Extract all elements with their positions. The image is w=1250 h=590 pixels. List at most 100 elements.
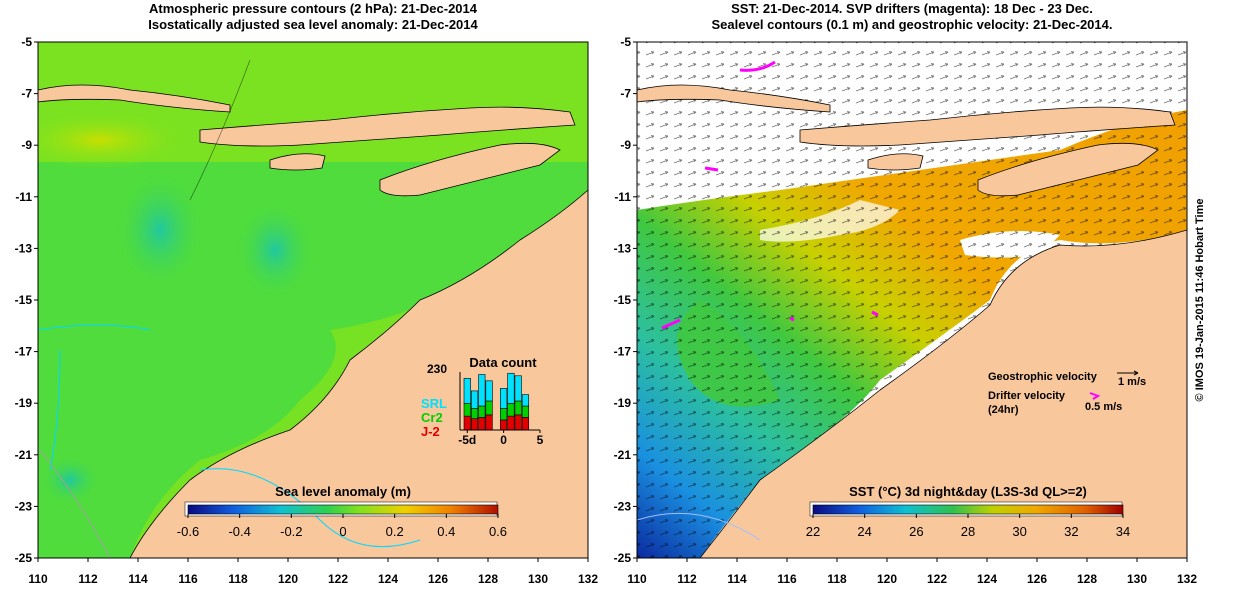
inset-bar-cr2	[521, 405, 530, 418]
y-tick-label: -11	[15, 190, 32, 204]
right-map	[637, 42, 1187, 558]
inset-bar-cr2	[478, 405, 486, 418]
inset-x-tick-label: 5	[537, 433, 544, 447]
y-tick-label: -21	[614, 448, 632, 462]
inset-title: Data count	[469, 355, 537, 370]
y-tick-label: -19	[15, 396, 33, 410]
sla-colorbar: Sea level anomaly (m) -0.6 -0.4 -0.2 0 0.2 0.…	[177, 484, 507, 539]
java-island	[637, 84, 831, 113]
x-tick-label: 126	[1027, 572, 1047, 586]
y-tick-label: -11	[614, 190, 631, 204]
sla-low-eddy-3	[40, 455, 100, 505]
inset-bar-cr2	[500, 408, 508, 421]
sst-colorbar-gradient	[812, 504, 1124, 515]
left-title-line2: Isostatically adjusted sea level anomaly…	[148, 17, 478, 32]
y-tick-label: -13	[15, 241, 33, 255]
sla-low-eddy-2	[235, 200, 315, 300]
geo-velocity-label: Geostrophic velocity	[988, 371, 1098, 383]
velocity-legend: Geostrophic velocity 1 m/s Drifter veloc…	[988, 370, 1146, 416]
drifter-velocity-scale: 0.5 m/s	[1085, 401, 1122, 413]
australia-land	[699, 229, 1187, 558]
imos-credit: © IMOS 19-Jan-2015 11:46 Hobart Time	[1194, 199, 1206, 402]
colorbar-tick-label: 0.6	[489, 524, 507, 539]
x-tick-label: 112	[677, 572, 697, 586]
y-tick-label: -17	[614, 345, 632, 359]
inset-legend-cr2: Cr2	[421, 410, 443, 425]
inset-bar-j-2	[507, 415, 515, 431]
sst-colorbar: SST (°C) 3d night&day (L3S-3d QL>=2) 22 2…	[806, 484, 1130, 539]
inset-bar-j-2	[463, 415, 471, 431]
inset-legend-srl: SRL	[421, 396, 447, 411]
pressure-contour	[39, 449, 111, 558]
x-tick-label: 128	[478, 572, 498, 586]
x-tick-label: 130	[1127, 572, 1147, 586]
drifter-velocity-arrow	[1089, 392, 1101, 400]
timor-island	[977, 142, 1159, 197]
sst-colorbar-label: SST (°C) 3d night&day (L3S-3d QL>=2)	[849, 484, 1087, 499]
y-tick-label: -9	[21, 138, 32, 152]
colorbar-tick-label: 24	[857, 524, 871, 539]
inset-bar-srl	[463, 378, 471, 404]
x-tick-label: 110	[28, 572, 48, 586]
inset-x-tick-label: 0	[500, 433, 507, 447]
drifter-velocity-label: Drifter velocity	[988, 390, 1066, 402]
inset-bar-srl	[521, 394, 530, 407]
inset-bar-srl	[470, 390, 479, 409]
drifter-track	[871, 310, 879, 317]
x-tick-label: 128	[1077, 572, 1097, 586]
inset-bar-cr2	[485, 400, 493, 416]
y-tick-label: -5	[620, 35, 631, 49]
colorbar-tick-label: 0	[339, 524, 346, 539]
lesser-sunda-islands	[199, 106, 576, 147]
drifter-velocity-sub: (24hr)	[988, 404, 1019, 416]
right-title: SST: 21-Dec-2014. SVP drifters (magenta)…	[637, 1, 1187, 33]
x-tick-label: 114	[128, 572, 148, 586]
pressure-contour	[199, 468, 421, 548]
inset-bar-cr2	[463, 403, 471, 417]
y-tick-label: -9	[620, 138, 631, 152]
y-tick-label: -23	[614, 499, 632, 513]
y-tick-label: -7	[620, 87, 631, 101]
x-tick-label: 120	[877, 572, 897, 586]
timor-island	[379, 142, 561, 197]
inset-bar-j-2	[470, 418, 479, 431]
left-title-line1: Atmospheric pressure contours (2 hPa): 2…	[149, 1, 477, 16]
x-tick-label: 110	[627, 572, 647, 586]
colorbar-tick-label: 22	[806, 524, 820, 539]
y-tick-label: -15	[15, 293, 33, 307]
x-tick-label: 132	[1177, 572, 1197, 586]
x-tick-label: 118	[228, 572, 248, 586]
left-title: Atmospheric pressure contours (2 hPa): 2…	[38, 1, 588, 33]
australia-land	[129, 189, 588, 558]
java-island	[38, 84, 231, 113]
bathymetry-contour	[189, 59, 251, 201]
colorbar-tick-label: -0.4	[228, 524, 250, 539]
sumba-island	[867, 153, 924, 171]
pressure-contour	[49, 349, 61, 471]
x-tick-label: 116	[178, 572, 198, 586]
inset-bar-srl	[478, 374, 486, 407]
drifter-track	[661, 318, 681, 330]
inset-bar-srl	[507, 372, 515, 404]
sealevel-contour	[637, 512, 761, 541]
colorbar-tick-label: 30	[1012, 524, 1026, 539]
left-map	[38, 42, 588, 558]
inset-ymax-label: 230	[427, 362, 447, 376]
x-tick-label: 116	[777, 572, 797, 586]
sla-high-area	[38, 110, 190, 170]
lesser-sunda-islands	[799, 106, 1176, 147]
y-tick-label: -25	[614, 551, 632, 565]
geo-velocity-scale: 1 m/s	[1118, 376, 1146, 388]
colorbar-tick-label: 34	[1116, 524, 1130, 539]
drifter-track	[789, 316, 795, 322]
inset-bar-srl	[500, 388, 508, 409]
inset-x-tick-label: -5d	[458, 433, 476, 447]
inset-bar-j-2	[478, 417, 486, 431]
x-tick-label: 124	[378, 572, 398, 586]
y-tick-label: -5	[21, 35, 32, 49]
map-axes: -5 -7 -9 -11 -13 -15 -17 -19 -21 -23 -25 110 112 114 1…	[15, 35, 1198, 586]
colorbar-tick-label: -0.6	[177, 524, 199, 539]
geo-velocity-arrow-head	[1133, 370, 1139, 376]
